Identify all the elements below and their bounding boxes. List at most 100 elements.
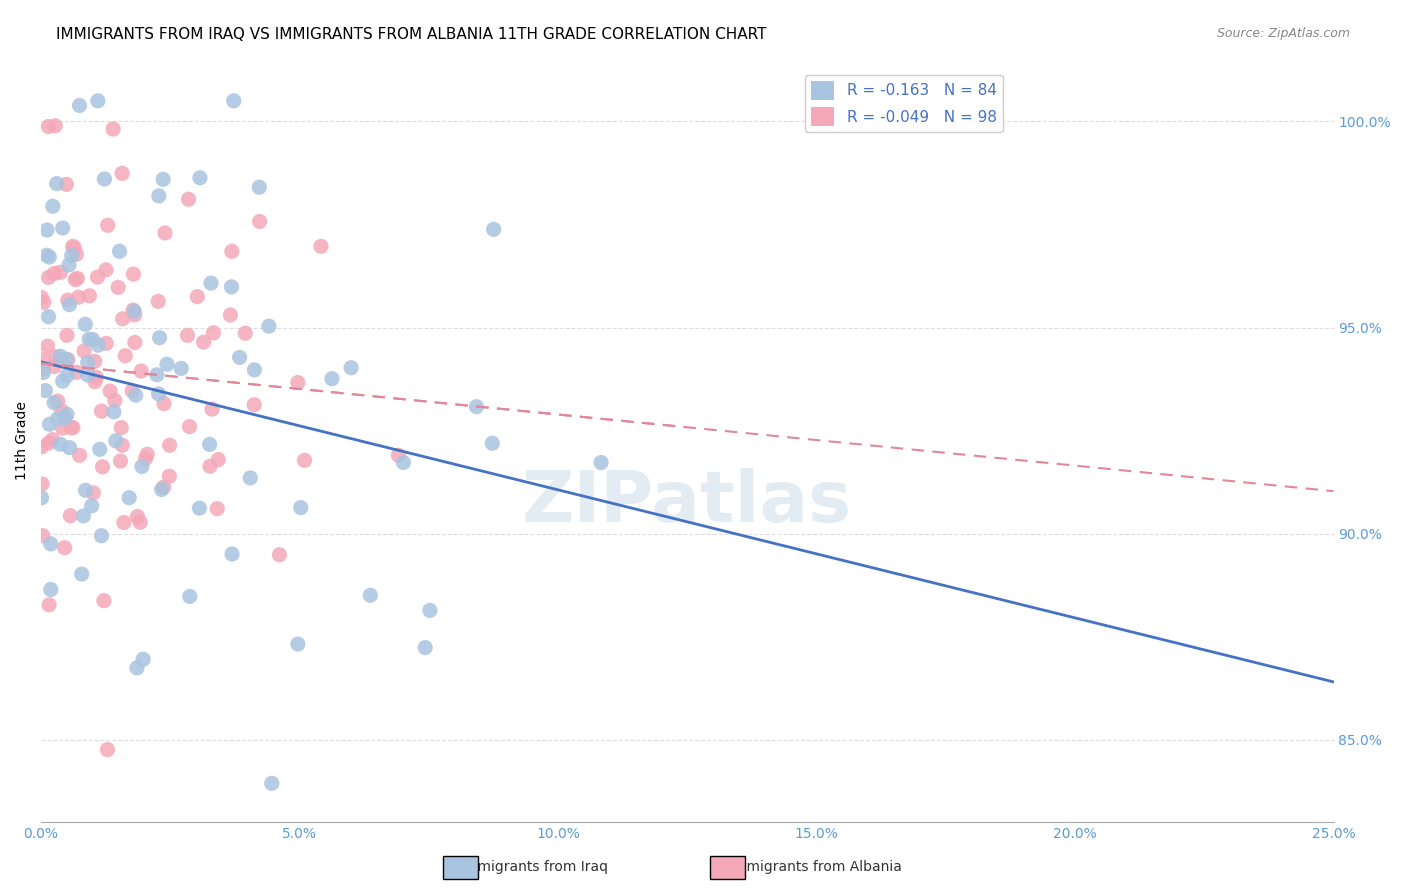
Point — [72, 508, 94, 523]
Point — [129, 364, 152, 378]
Point — [49, 265, 72, 279]
Point — [66, 365, 89, 379]
Point — [179, 590, 201, 604]
Point — [152, 172, 174, 186]
Point — [122, 303, 145, 318]
Point — [35, 248, 58, 262]
Point — [150, 483, 173, 497]
Point — [31, 491, 53, 505]
Point — [159, 438, 181, 452]
Point — [247, 180, 270, 194]
Point — [233, 326, 256, 341]
Point — [481, 436, 503, 450]
Point — [65, 247, 87, 261]
Point — [56, 293, 79, 307]
Point — [42, 199, 65, 213]
Point — [58, 258, 80, 272]
Point — [93, 593, 115, 607]
Point — [46, 411, 69, 425]
Point — [38, 417, 60, 432]
Point — [56, 328, 79, 343]
Point — [56, 368, 79, 383]
Point — [239, 471, 262, 485]
Point — [129, 516, 152, 530]
Point — [152, 480, 174, 494]
Point — [30, 440, 52, 454]
Point — [31, 477, 53, 491]
Point — [55, 178, 77, 192]
Point — [124, 335, 146, 350]
Point — [188, 170, 211, 185]
Point — [243, 363, 266, 377]
Point — [87, 338, 110, 352]
Point — [70, 567, 93, 582]
Point — [146, 368, 169, 382]
Point — [104, 393, 127, 408]
Point — [249, 214, 271, 228]
Point — [32, 361, 55, 376]
Point — [219, 308, 242, 322]
Point — [37, 339, 59, 353]
Point — [62, 239, 84, 253]
Point — [82, 486, 104, 500]
Point — [38, 250, 60, 264]
Point — [62, 420, 84, 434]
Point — [56, 407, 79, 421]
Point — [260, 776, 283, 790]
Point — [38, 310, 60, 324]
Point — [222, 94, 245, 108]
Point — [269, 548, 291, 562]
Point — [75, 483, 97, 498]
Point — [96, 336, 118, 351]
Point — [122, 267, 145, 281]
Point — [153, 226, 176, 240]
Point — [75, 318, 97, 332]
Point — [122, 304, 145, 318]
Point — [44, 359, 66, 374]
Point — [111, 311, 134, 326]
Legend: R = -0.163   N = 84, R = -0.049   N = 98: R = -0.163 N = 84, R = -0.049 N = 98 — [806, 75, 1002, 132]
Point — [41, 433, 63, 447]
Point — [111, 166, 134, 180]
Point — [134, 451, 156, 466]
Point — [591, 456, 613, 470]
Point — [131, 459, 153, 474]
Point — [91, 459, 114, 474]
Point — [198, 459, 221, 474]
Point — [52, 374, 75, 388]
Point — [59, 441, 82, 455]
Point — [121, 384, 143, 398]
Point — [94, 263, 117, 277]
Point — [179, 419, 201, 434]
Point — [83, 354, 105, 368]
Point — [69, 98, 91, 112]
Point — [340, 360, 363, 375]
Point — [221, 244, 243, 259]
Point — [413, 640, 436, 655]
Point — [31, 529, 53, 543]
Point — [38, 436, 60, 450]
Point — [200, 276, 222, 290]
Point — [108, 244, 131, 259]
Point — [321, 372, 343, 386]
Point — [39, 537, 62, 551]
Text: ZIPatlas: ZIPatlas — [522, 467, 852, 537]
Point — [32, 295, 55, 310]
Point — [66, 271, 89, 285]
Y-axis label: 11th Grade: 11th Grade — [15, 401, 30, 481]
Point — [53, 541, 76, 555]
Point — [76, 355, 98, 369]
Point — [44, 267, 66, 281]
Point — [45, 177, 67, 191]
Point — [153, 396, 176, 410]
Point — [97, 219, 120, 233]
Text: Immigrants from Iraq: Immigrants from Iraq — [460, 860, 609, 874]
Point — [53, 411, 76, 425]
Point — [148, 387, 170, 401]
Point — [111, 438, 134, 452]
Point — [59, 508, 82, 523]
Point — [136, 447, 159, 461]
Point — [205, 501, 228, 516]
Point — [176, 328, 198, 343]
Point — [86, 370, 108, 384]
